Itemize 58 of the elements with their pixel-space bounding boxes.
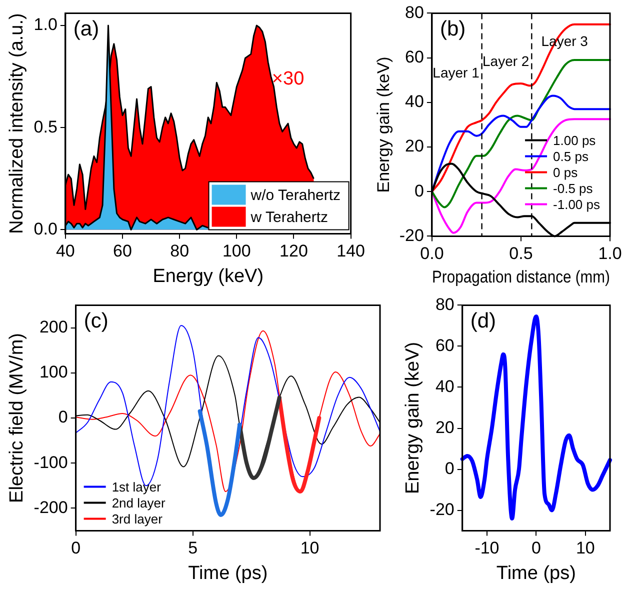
annotation: (a) — [73, 17, 100, 40]
y-axis-title: Energy gain (keV) — [374, 56, 393, 193]
x-tick-label: -10 — [474, 538, 500, 558]
x-axis-title: Time (ps) — [496, 562, 576, 584]
y-tick-label: 80 — [405, 2, 424, 22]
y-tick-label: -20 — [430, 500, 454, 519]
y-tick-label: 60 — [405, 47, 424, 66]
legend-label: w/o Terahertz — [250, 186, 341, 204]
annotation: (b) — [440, 17, 466, 40]
y-tick-label: 100 — [39, 362, 68, 382]
y-tick-label: 80 — [435, 294, 454, 314]
y-tick-label: 40 — [405, 92, 424, 112]
legend-label: 3rd layer — [112, 511, 164, 526]
y-tick-label: -100 — [34, 452, 68, 472]
legend-label: 1.00 ps — [553, 132, 596, 148]
annotation: (d) — [470, 309, 496, 332]
x-tick-label: 120 — [280, 242, 308, 261]
y-axis-title: Energy gain (keV) — [402, 342, 424, 494]
y-tick-label: 40 — [435, 376, 454, 396]
y-tick-label: 20 — [405, 136, 424, 156]
legend-label: 0.5 ps — [553, 148, 589, 164]
y-axis-title: Electric field (MV/m) — [6, 333, 28, 503]
x-tick-label: 1.0 — [598, 244, 622, 264]
x-tick-label: 0 — [531, 538, 541, 558]
legend-label: -1.00 ps — [553, 196, 600, 212]
x-tick-label: 100 — [222, 242, 251, 261]
x-tick-label: 5 — [188, 538, 198, 558]
legend-label: 0 ps — [553, 164, 578, 180]
legend-label: 2nd layer — [112, 495, 166, 510]
y-tick-label: -200 — [34, 498, 68, 517]
x-tick-label: 0.5 — [509, 244, 533, 264]
y-tick-label: 20 — [435, 418, 454, 437]
annotation: Layer 2 — [482, 53, 530, 70]
x-axis-title: Propagation distance (mm) — [432, 268, 610, 287]
legend-label: 1st layer — [112, 479, 162, 494]
legend-label: -0.5 ps — [553, 180, 594, 196]
y-tick-label: 60 — [435, 336, 454, 355]
y-tick-label: -20 — [399, 226, 424, 245]
x-tick-label: 80 — [170, 242, 190, 261]
y-tick-label: 0.5 — [34, 117, 58, 136]
x-axis-title: Energy (keV) — [152, 266, 264, 287]
x-tick-label: 10 — [300, 538, 320, 558]
y-tick-label: 1.0 — [34, 15, 58, 34]
x-tick-label: 0 — [71, 538, 81, 558]
series-label: w Terahertz — [250, 208, 328, 226]
y-tick-label: 0.0 — [34, 219, 58, 238]
annotation: ×30 — [272, 68, 304, 90]
y-tick-label: 200 — [39, 317, 68, 336]
x-tick-label: 10 — [576, 538, 595, 558]
y-tick-label: 0 — [58, 408, 68, 427]
y-tick-label: 0 — [414, 181, 424, 200]
y-axis-title: Normalized intensity (a.u.) — [6, 13, 28, 234]
annotation: Layer 1 — [432, 64, 480, 80]
x-axis-title: Time (ps) — [188, 562, 268, 584]
x-tick-label: 60 — [113, 242, 132, 261]
annotation: (c) — [84, 309, 108, 332]
x-tick-label: 140 — [336, 242, 366, 261]
y-tick-label: 0 — [444, 458, 454, 478]
